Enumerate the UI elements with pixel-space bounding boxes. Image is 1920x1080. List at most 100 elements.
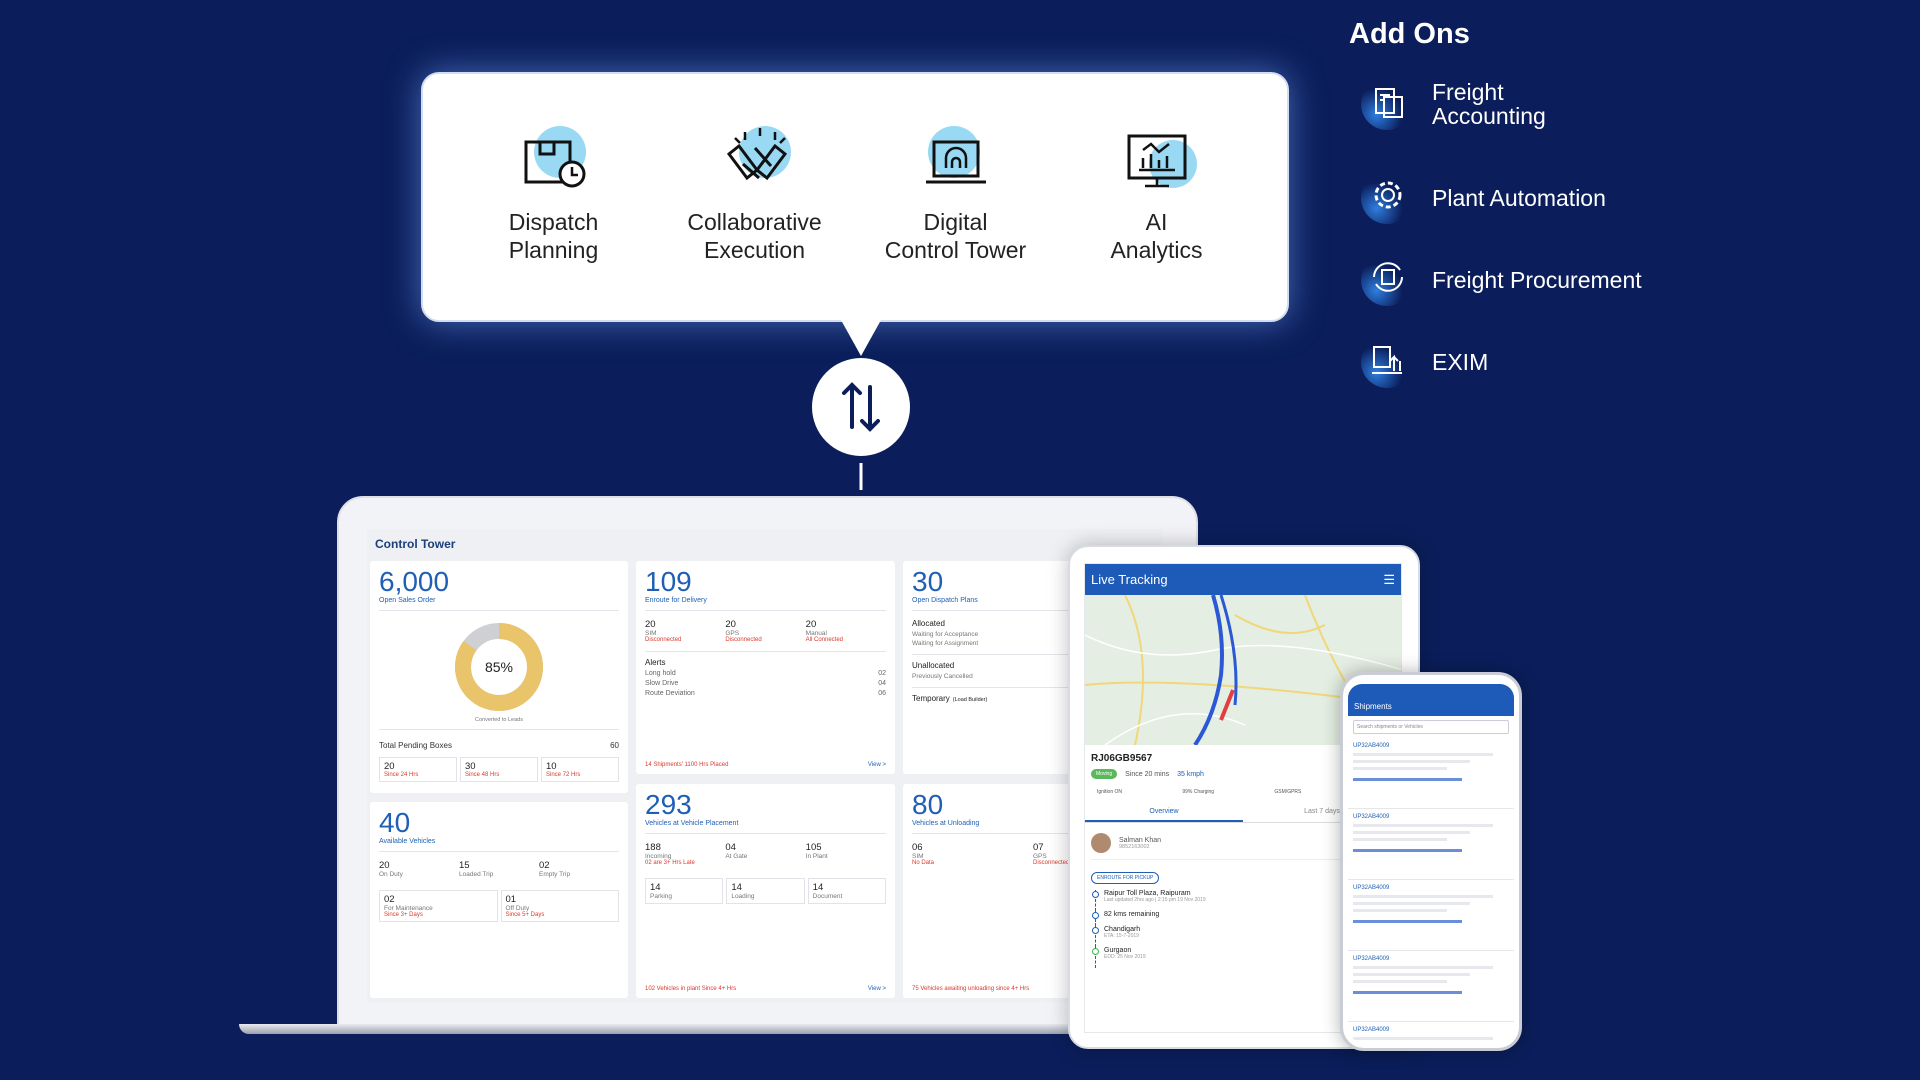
- status-badge: Moving: [1091, 769, 1118, 779]
- search-placeholder: Search shipments or Vehicles: [1357, 724, 1423, 730]
- feature-label: Planning: [508, 237, 599, 263]
- view-link[interactable]: View >: [867, 986, 886, 992]
- alert-row: Long hold 02: [645, 670, 886, 677]
- placeholder-line: [1353, 824, 1494, 827]
- trip-badge: ENROUTE FOR PICKUP: [1091, 872, 1160, 884]
- stat-value: 02: [539, 860, 550, 871]
- vehicle-row: RJ06GB9567: [1091, 753, 1395, 764]
- add-on-label: Plant Automation: [1432, 186, 1606, 210]
- indicator: GSM/GPRS: [1274, 789, 1302, 795]
- avatar: [1091, 833, 1111, 853]
- box-value: 30: [465, 761, 476, 772]
- tablet-header: Live Tracking ☰: [1085, 564, 1401, 595]
- shipment-item: UP32AB4009: [1348, 951, 1514, 1022]
- stat: 07 GPS Disconnected: [1033, 842, 1154, 866]
- stat-value: 07: [1033, 842, 1044, 853]
- box: 01 Off Duty Since 5+ Days: [500, 890, 619, 922]
- add-ons-title: Add Ons: [1349, 18, 1470, 50]
- stat-label: Incoming: [645, 853, 672, 860]
- add-on-label: Freight Procurement: [1432, 268, 1642, 292]
- box-note: Since 72 Hrs: [546, 772, 581, 778]
- stop-name: Chandigarh: [1104, 926, 1141, 933]
- feature-icon: [524, 126, 586, 188]
- stat-note: All Connected: [805, 637, 844, 643]
- stat-label: On Duty: [379, 871, 403, 878]
- box-value: 14: [731, 882, 742, 893]
- progress: [1353, 778, 1463, 781]
- group-item: Waiting for Assignment: [912, 640, 979, 647]
- feature-icon: [1127, 134, 1197, 188]
- add-on: Freight Procurement: [1360, 252, 1642, 308]
- group: Unallocated Previously Cancelled: [912, 661, 1154, 688]
- placeholder-line: [1353, 966, 1494, 969]
- stat-value: 20: [725, 619, 736, 630]
- footer-text: 14 Shipments' 1100 Hrs Placed: [645, 762, 729, 768]
- stats: 06 SIM No Data 07 GPS Disconnected: [912, 842, 1154, 866]
- alerts: Alerts Long hold 02 Slow Drive 04 Route Devia…: [645, 651, 886, 700]
- stop-name: Gurgaon: [1104, 947, 1132, 954]
- stat-label: Manual: [805, 630, 827, 637]
- box-note: Since 24 Hrs: [384, 772, 419, 778]
- add-on-label: EXIM: [1432, 350, 1488, 374]
- stat-label: SIM: [912, 853, 924, 860]
- caption: Vehicles at Vehicle Placement: [645, 820, 886, 834]
- feature-icon: [925, 126, 986, 184]
- tablet-title: Live Tracking: [1091, 572, 1168, 587]
- status-row: Moving Since 20 mins 35 kmph: [1091, 769, 1395, 779]
- placeholder-line: [1353, 838, 1447, 841]
- tab[interactable]: Overview: [1085, 803, 1243, 822]
- search-box[interactable]: Search shipments or Vehicles: [1353, 720, 1509, 734]
- add-on-line: Freight: [1432, 79, 1504, 105]
- shipment-item: UP32AB4009: [1348, 1022, 1514, 1042]
- donut-caption: Converted to Leads: [379, 717, 619, 730]
- since: Since 20 mins: [1125, 770, 1170, 778]
- alert-label: Slow Drive: [645, 680, 679, 687]
- stat: 04 At Gate: [725, 842, 805, 866]
- box-label: Loading: [731, 893, 755, 900]
- stat-note: 02 are 3+ Hrs Late: [645, 860, 695, 866]
- box: 30 Since 48 Hrs: [460, 757, 538, 782]
- placeholder-line: [1353, 831, 1470, 834]
- caption: Available Vehicles: [379, 838, 619, 852]
- stop: Chandigarh ETA: 15-7-2019: [1092, 926, 1395, 947]
- donut: 85%: [379, 619, 619, 715]
- driver-name: Salman Khan: [1119, 836, 1162, 844]
- box: 14 Document: [807, 878, 886, 904]
- caption: Enroute for Delivery: [645, 597, 886, 611]
- add-on-icon: [1361, 336, 1413, 388]
- card: 293 Vehicles at Vehicle Placement 188 Incom…: [636, 784, 895, 998]
- feature: Digital Control Tower: [856, 124, 1056, 320]
- placeholder-line: [1353, 753, 1494, 756]
- shipment-id: UP32AB4009: [1353, 1027, 1390, 1033]
- tab[interactable]: Last 7 days: [1304, 808, 1340, 815]
- caption: Vehicles at Unloading: [912, 820, 1154, 834]
- group-item: Previously Cancelled: [912, 673, 973, 680]
- phone-screen: Shipments Search shipments or Vehicles U…: [1348, 684, 1514, 1042]
- shipment-list: UP32AB4009 UP32AB4009 UP32AB4009 UP32AB4009…: [1348, 738, 1514, 1042]
- phone-header: Shipments: [1348, 684, 1514, 716]
- shipment-id: UP32AB4009: [1353, 885, 1390, 891]
- view-link[interactable]: View >: [867, 762, 886, 768]
- indicator: 99% Charging: [1182, 789, 1215, 795]
- progress: [1353, 849, 1463, 852]
- alert-value: 02: [878, 670, 886, 677]
- box-note: Since 5+ Days: [505, 912, 545, 918]
- add-on: Freight Accounting: [1360, 76, 1546, 132]
- feature-label: Digital: [923, 209, 988, 235]
- donut-segment: [455, 623, 543, 711]
- alert-label: Long hold: [645, 670, 676, 677]
- temporary-label: Temporary: [912, 694, 950, 703]
- stats: 20 On Duty 15 Loaded Trip 02 Empty Trip: [379, 860, 619, 878]
- stat-value: 188: [645, 842, 661, 853]
- stat-note: Disconnected: [1033, 860, 1070, 866]
- stat: 06 SIM No Data: [912, 842, 1033, 866]
- stat: 15 Loaded Trip: [459, 860, 539, 878]
- placeholder-line: [1353, 895, 1494, 898]
- box-value: 01: [505, 894, 517, 905]
- boxes: 02 For Maintenance Since 3+ Days 01 Off Duty…: [379, 890, 619, 922]
- feature-label: Dispatch: [508, 209, 599, 235]
- feature-label: Collaborative: [687, 209, 822, 235]
- add-on-line: Plant Automation: [1432, 185, 1606, 211]
- card-footer: 75 Vehicles awaiting unloading since 4+ …: [912, 982, 1154, 992]
